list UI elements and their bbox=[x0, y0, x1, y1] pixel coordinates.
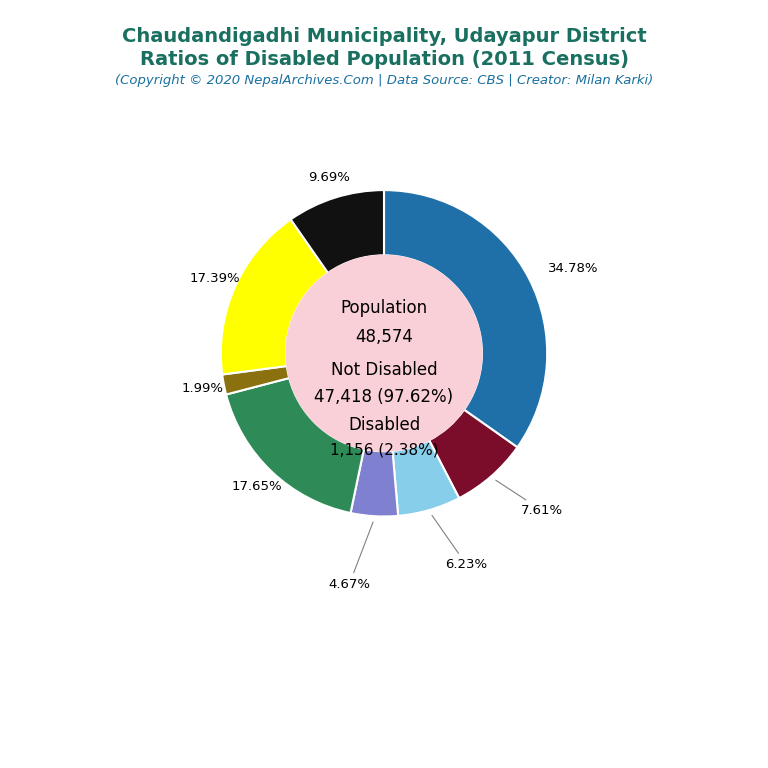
Text: 17.39%: 17.39% bbox=[190, 273, 240, 285]
Wedge shape bbox=[226, 378, 364, 513]
Text: Chaudandigadhi Municipality, Udayapur District: Chaudandigadhi Municipality, Udayapur Di… bbox=[121, 27, 647, 46]
Text: 48,574: 48,574 bbox=[355, 328, 413, 346]
Text: 17.65%: 17.65% bbox=[231, 480, 282, 493]
Text: 1,156 (2.38%): 1,156 (2.38%) bbox=[329, 442, 439, 457]
Wedge shape bbox=[429, 409, 518, 498]
Wedge shape bbox=[221, 220, 328, 375]
Wedge shape bbox=[384, 190, 547, 447]
Text: Ratios of Disabled Population (2011 Census): Ratios of Disabled Population (2011 Cens… bbox=[140, 50, 628, 69]
Wedge shape bbox=[222, 366, 290, 395]
Wedge shape bbox=[350, 449, 398, 517]
Text: Not Disabled: Not Disabled bbox=[331, 361, 437, 379]
Text: (Copyright © 2020 NepalArchives.Com | Data Source: CBS | Creator: Milan Karki): (Copyright © 2020 NepalArchives.Com | Da… bbox=[115, 74, 653, 88]
Text: 1.99%: 1.99% bbox=[182, 382, 224, 396]
Text: Population: Population bbox=[340, 299, 428, 316]
Text: 9.69%: 9.69% bbox=[308, 170, 349, 184]
Text: Disabled: Disabled bbox=[348, 416, 420, 434]
Wedge shape bbox=[392, 440, 459, 516]
Text: 4.67%: 4.67% bbox=[328, 522, 373, 591]
Text: 34.78%: 34.78% bbox=[548, 262, 598, 275]
Circle shape bbox=[286, 255, 482, 451]
Text: 47,418 (97.62%): 47,418 (97.62%) bbox=[314, 389, 454, 406]
Text: 6.23%: 6.23% bbox=[432, 515, 488, 571]
Wedge shape bbox=[290, 190, 384, 273]
Text: 7.61%: 7.61% bbox=[496, 480, 564, 517]
